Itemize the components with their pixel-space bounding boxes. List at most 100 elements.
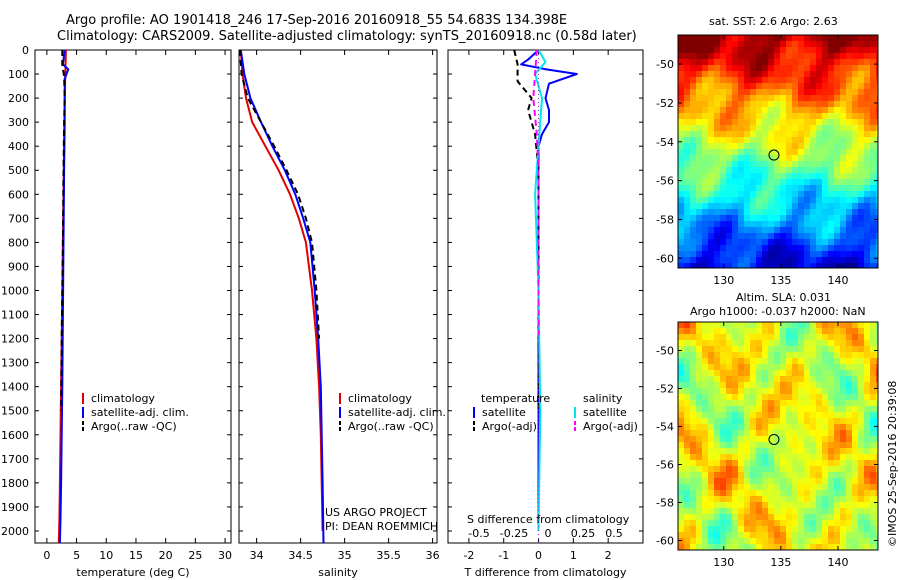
map-cell [726, 47, 732, 53]
x-tick-label: -2 [463, 549, 474, 562]
map-cell [768, 322, 774, 328]
map-cell [756, 203, 762, 209]
map-cell [852, 418, 858, 424]
map-cell [828, 173, 834, 179]
map-cell [732, 125, 738, 131]
map-cell [852, 131, 858, 137]
map-cell [708, 173, 714, 179]
map-cell [870, 221, 876, 227]
map-cell [852, 101, 858, 107]
map-cell [714, 101, 720, 107]
map-cell [780, 167, 786, 173]
map-cell [696, 358, 702, 364]
map-cell [792, 155, 798, 161]
map-cell [834, 143, 840, 149]
map-cell [786, 370, 792, 376]
map-y-tick-label: -60 [656, 252, 674, 265]
map-cell [744, 239, 750, 245]
map-cell [846, 155, 852, 161]
map-cell [690, 442, 696, 448]
map-cell [828, 65, 834, 71]
map-cell [858, 173, 864, 179]
map-cell [684, 149, 690, 155]
map-cell [786, 137, 792, 143]
map-cell [792, 245, 798, 251]
map-cell [756, 526, 762, 532]
map-cell [846, 412, 852, 418]
map-cell [678, 454, 684, 460]
map-cell [846, 436, 852, 442]
map-cell [690, 47, 696, 53]
map-cell [810, 496, 816, 502]
map-cell [732, 382, 738, 388]
map-cell [852, 526, 858, 532]
map-cell [690, 209, 696, 215]
map-cell [738, 532, 744, 538]
map-cell [792, 137, 798, 143]
map-cell [690, 227, 696, 233]
map-cell [678, 233, 684, 239]
map-cell [876, 263, 878, 268]
map-cell [726, 484, 732, 490]
map-cell [708, 77, 714, 83]
map-cell [876, 394, 878, 400]
map-cell [846, 400, 852, 406]
map-cell [852, 263, 858, 268]
map-cell [684, 71, 690, 77]
map-cell [834, 233, 840, 239]
map-cell [678, 251, 684, 257]
map-cell [840, 340, 846, 346]
map-cell [708, 191, 714, 197]
map-cell [780, 526, 786, 532]
map-cell [798, 454, 804, 460]
map-cell [780, 113, 786, 119]
map-cell [822, 221, 828, 227]
map-cell [702, 490, 708, 496]
map-cell [708, 454, 714, 460]
map-cell [852, 442, 858, 448]
map-cell [780, 376, 786, 382]
map-cell [768, 59, 774, 65]
map-cell [780, 263, 786, 268]
map-cell [726, 364, 732, 370]
map-cell [822, 185, 828, 191]
map-cell [726, 233, 732, 239]
map-cell [792, 520, 798, 526]
map-cell [774, 388, 780, 394]
map-cell [708, 532, 714, 538]
map-cell [738, 89, 744, 95]
map-cell [768, 95, 774, 101]
map-cell [714, 478, 720, 484]
map-cell [720, 233, 726, 239]
map-cell [684, 406, 690, 412]
map-cell [846, 376, 852, 382]
map-cell [816, 95, 822, 101]
map-cell [774, 526, 780, 532]
map-cell [828, 221, 834, 227]
map-cell [846, 113, 852, 119]
map-cell [750, 460, 756, 466]
map-cell [816, 35, 822, 41]
map-cell [726, 466, 732, 472]
map-cell [828, 77, 834, 83]
map-cell [750, 358, 756, 364]
map-cell [732, 59, 738, 65]
map-cell [726, 245, 732, 251]
map-cell [756, 53, 762, 59]
map-cell [870, 454, 876, 460]
map-cell [738, 358, 744, 364]
map-cell [858, 239, 864, 245]
map-cell [750, 107, 756, 113]
map-cell [750, 263, 756, 268]
map-cell [750, 245, 756, 251]
map-cell [858, 328, 864, 334]
map-cell [834, 388, 840, 394]
map-cell [864, 251, 870, 257]
map-cell [690, 245, 696, 251]
map-cell [852, 107, 858, 113]
map-cell [720, 538, 726, 544]
map-cell [726, 149, 732, 155]
map-cell [864, 107, 870, 113]
map-cell [792, 41, 798, 47]
map-cell [678, 472, 684, 478]
